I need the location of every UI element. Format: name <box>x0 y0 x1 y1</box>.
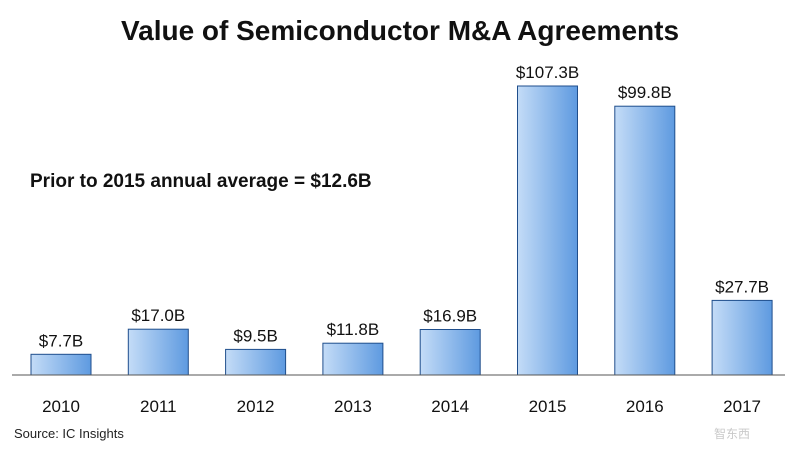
annotation-average: Prior to 2015 annual average = $12.6B <box>30 171 372 192</box>
x-tick-2010: 2010 <box>42 397 80 416</box>
value-label-2015: $107.3B <box>516 63 579 82</box>
x-tick-2013: 2013 <box>334 397 372 416</box>
bar-2013 <box>322 342 384 376</box>
value-label-2016: $99.8B <box>618 83 672 102</box>
value-label-2012: $9.5B <box>233 326 277 345</box>
value-label-2013: $11.8B <box>327 320 380 339</box>
bar-2012 <box>225 348 287 376</box>
value-label-2011: $17.0B <box>131 306 185 325</box>
x-tick-2015: 2015 <box>529 397 567 416</box>
value-label-2010: $7.7B <box>39 331 83 350</box>
watermark: 智东西 <box>714 426 750 441</box>
bar-2017 <box>711 299 773 376</box>
x-tick-2011: 2011 <box>140 397 177 416</box>
x-tick-2014: 2014 <box>431 397 469 416</box>
x-tick-2017: 2017 <box>723 397 761 416</box>
value-labels-group: $7.7B $17.0B $9.5B $11.8B $16.9B $107.3B $99.8… <box>39 63 769 350</box>
bar-2010 <box>30 353 92 376</box>
bars-group <box>30 85 773 376</box>
bar-2015 <box>517 85 578 376</box>
x-tick-2012: 2012 <box>237 397 275 416</box>
chart-title: Value of Semiconductor M&A Agreements <box>121 15 679 46</box>
bar-2014 <box>419 329 481 376</box>
value-label-2014: $16.9B <box>423 307 477 326</box>
x-tick-2016: 2016 <box>626 397 664 416</box>
source-note: Source: IC Insights <box>14 426 124 441</box>
bar-2011 <box>127 328 189 376</box>
value-label-2017: $27.7B <box>715 277 769 296</box>
bar-2016 <box>614 105 676 376</box>
x-tick-labels-group: 2010 2011 2012 2013 2014 2015 2016 2017 <box>42 397 761 416</box>
